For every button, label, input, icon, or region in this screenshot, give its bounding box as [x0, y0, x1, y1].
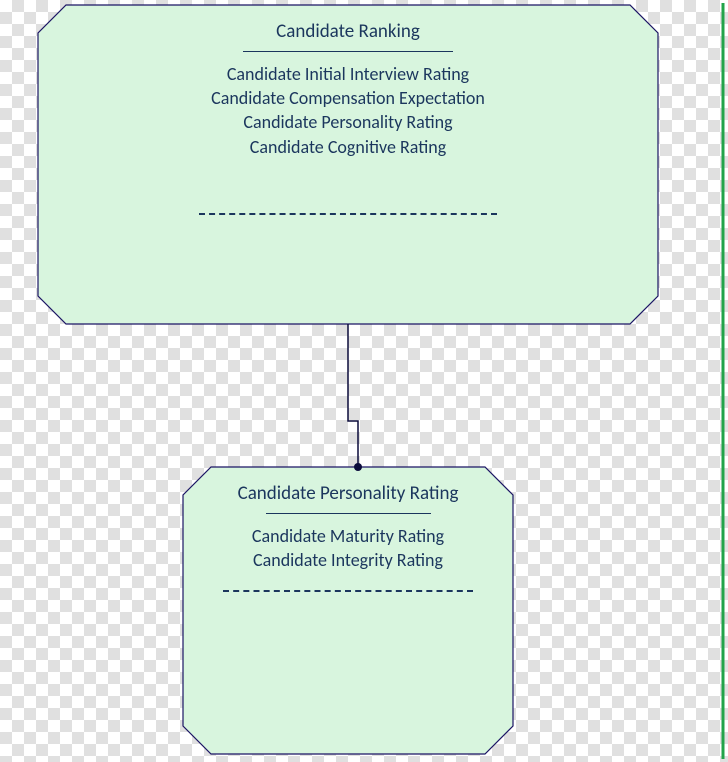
node-bottom-divider — [266, 513, 431, 514]
connector-line — [348, 324, 358, 467]
node-bottom-dashed — [223, 590, 474, 592]
node-top-items: Candidate Initial Interview RatingCandid… — [38, 62, 658, 159]
node-top: Candidate Ranking Candidate Initial Inte… — [38, 19, 658, 215]
node-top-dashed — [199, 213, 497, 215]
node-item: Candidate Personality Rating — [38, 110, 658, 134]
node-item: Candidate Integrity Rating — [183, 548, 513, 572]
node-item: Candidate Cognitive Rating — [38, 135, 658, 159]
connector-endpoint-dot — [354, 463, 362, 471]
node-top-title: Candidate Ranking — [38, 19, 658, 45]
node-item: Candidate Maturity Rating — [183, 524, 513, 548]
node-item: Candidate Compensation Expectation — [38, 86, 658, 110]
node-item: Candidate Initial Interview Rating — [38, 62, 658, 86]
node-bottom-title: Candidate Personality Rating — [233, 481, 464, 507]
node-top-divider — [243, 51, 454, 52]
node-bottom-items: Candidate Maturity RatingCandidate Integ… — [183, 524, 513, 573]
diagram-canvas: Candidate Ranking Candidate Initial Inte… — [0, 0, 728, 762]
node-bottom: Candidate Personality Rating Candidate M… — [183, 481, 513, 592]
